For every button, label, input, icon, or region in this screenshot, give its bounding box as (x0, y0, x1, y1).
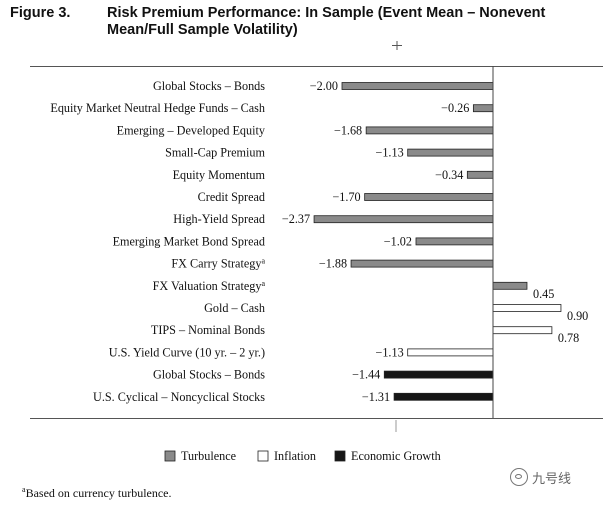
bar-turbulence (342, 83, 493, 90)
bar-turbulence (351, 260, 493, 267)
chart-legend: Turbulence Inflation Economic Growth (165, 449, 441, 463)
category-label: Equity Momentum (173, 168, 266, 182)
bar-turbulence (365, 194, 493, 201)
category-label: FX Carry Strategya (171, 256, 265, 271)
value-label: 0.45 (533, 287, 554, 301)
category-label: Credit Spread (198, 190, 265, 204)
value-label: −1.13 (375, 345, 403, 359)
bar-turbulence (366, 127, 493, 134)
label-superscript: a (261, 278, 265, 287)
wechat-icon (510, 468, 528, 486)
legend-swatch-inflation (258, 451, 268, 461)
category-label: Global Stocks – Bonds (153, 79, 265, 93)
value-label: −2.37 (282, 212, 310, 226)
value-label: −1.13 (375, 146, 403, 160)
bar-inflation (493, 327, 552, 334)
watermark-text: 九号线 (532, 468, 571, 487)
bar-inflation (408, 349, 493, 356)
value-label: −0.34 (435, 168, 463, 182)
bar-turbulence (473, 105, 493, 112)
category-label: FX Valuation Strategya (153, 278, 266, 293)
value-label: −2.00 (310, 79, 338, 93)
category-label: Emerging Market Bond Spread (113, 234, 265, 248)
bar-turbulence (314, 216, 493, 223)
value-label: −1.68 (334, 123, 362, 137)
value-label: 0.90 (567, 309, 588, 323)
value-label: −1.70 (332, 190, 360, 204)
category-label: Emerging – Developed Equity (117, 123, 266, 137)
category-label: Small-Cap Premium (165, 146, 265, 160)
value-label: −0.26 (441, 101, 469, 115)
watermark: 九号线 (510, 466, 600, 488)
bar-economic_growth (394, 393, 493, 400)
value-label: −1.02 (384, 234, 412, 248)
category-labels: Global Stocks – Bonds Equity Market Neutr… (50, 79, 266, 404)
category-label: Global Stocks – Bonds (153, 368, 265, 382)
risk-premium-chart: Global Stocks – Bonds Equity Market Neutr… (0, 0, 613, 508)
legend-label: Inflation (274, 449, 316, 463)
category-label: Gold – Cash (204, 301, 265, 315)
legend-label: Economic Growth (351, 449, 441, 463)
category-label: Equity Market Neutral Hedge Funds – Cash (50, 101, 265, 115)
value-label: −1.31 (362, 390, 390, 404)
bar-turbulence (408, 149, 493, 156)
category-label: High-Yield Spread (173, 212, 265, 226)
value-label: 0.78 (558, 331, 579, 345)
bar-turbulence (493, 282, 527, 289)
legend-swatch-economic_growth (335, 451, 345, 461)
footnote: aBased on currency turbulence. (22, 485, 172, 501)
value-label: −1.44 (352, 368, 380, 382)
legend-swatch-turbulence (165, 451, 175, 461)
legend-label: Turbulence (181, 449, 236, 463)
bar-turbulence (467, 171, 493, 178)
category-label: TIPS – Nominal Bonds (151, 323, 265, 337)
label-superscript: a (261, 256, 265, 265)
category-label: U.S. Cyclical – Noncyclical Stocks (93, 390, 265, 404)
bar-inflation (493, 305, 561, 312)
bar-economic_growth (384, 371, 493, 378)
value-label: −1.88 (319, 257, 347, 271)
footnote-text: Based on currency turbulence. (26, 486, 172, 500)
category-label: U.S. Yield Curve (10 yr. – 2 yr.) (109, 345, 265, 359)
bar-turbulence (416, 238, 493, 245)
